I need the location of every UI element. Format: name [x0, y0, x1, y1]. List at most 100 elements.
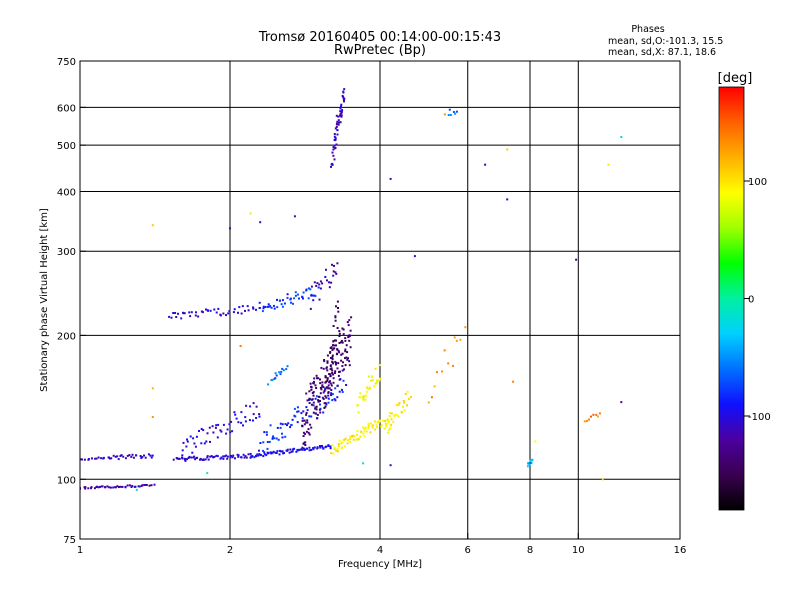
- echo-point: [329, 380, 331, 383]
- echo-point: [337, 450, 339, 453]
- echo-point: [135, 488, 138, 491]
- x-tick-label: 6: [465, 545, 471, 556]
- echo-point: [452, 364, 454, 367]
- echo-point: [174, 312, 177, 314]
- echo-point: [449, 114, 452, 116]
- echo-point: [348, 339, 351, 342]
- echo-point: [351, 434, 354, 437]
- echo-point: [197, 315, 200, 318]
- echo-point: [607, 163, 610, 166]
- echo-point: [120, 454, 123, 457]
- echo-point: [124, 485, 127, 488]
- echo-point: [190, 311, 193, 314]
- echo-point: [259, 453, 262, 456]
- echo-point: [339, 113, 342, 116]
- echo-point: [227, 312, 230, 315]
- phase-stats-o-mode: mean, sd,O:-101.3, 15.5: [608, 36, 723, 47]
- echo-point: [303, 419, 306, 422]
- echo-point: [376, 421, 379, 423]
- echo-point: [335, 449, 338, 452]
- echo-point: [335, 363, 337, 366]
- echo-point: [526, 465, 529, 468]
- echo-point: [330, 367, 333, 370]
- x-tick-label: 10: [572, 545, 585, 556]
- echo-point: [375, 424, 378, 427]
- echo-point: [84, 487, 87, 490]
- echo-point: [447, 114, 450, 116]
- echo-point: [332, 340, 335, 343]
- echo-point: [110, 457, 113, 460]
- echo-point: [335, 344, 337, 347]
- echo-point: [271, 378, 274, 381]
- echo-point: [320, 388, 323, 391]
- echo-point: [344, 337, 347, 340]
- echo-point: [223, 455, 226, 458]
- echo-point: [106, 485, 109, 488]
- echo-point: [406, 390, 409, 393]
- echo-point: [128, 484, 131, 487]
- echo-point: [339, 121, 342, 124]
- echo-point: [347, 439, 350, 441]
- echo-point: [332, 344, 334, 347]
- phase-stats-x-mode: mean, sd,X: 87.1, 18.6: [608, 47, 716, 58]
- echo-point: [141, 456, 144, 459]
- echo-point: [204, 458, 207, 461]
- echo-point: [389, 427, 392, 430]
- echo-point: [291, 448, 294, 451]
- echo-point: [259, 442, 262, 444]
- echo-point: [189, 435, 192, 438]
- echo-point: [209, 309, 212, 312]
- axis-ticks: 1 2 4 6 8 10 16 75 100 200 300 400 500 600 750: [57, 57, 686, 556]
- echo-point: [87, 458, 90, 460]
- echo-point: [341, 341, 344, 344]
- echo-point: [353, 435, 356, 438]
- echo-point: [385, 425, 387, 428]
- echo-point: [322, 367, 325, 370]
- echo-point: [309, 307, 312, 310]
- echo-point: [205, 440, 208, 443]
- echo-point: [350, 316, 353, 319]
- echo-point: [349, 346, 352, 349]
- echo-point: [230, 420, 233, 423]
- echo-point: [319, 411, 322, 414]
- echo-point: [108, 486, 111, 489]
- echo-point: [303, 423, 306, 426]
- echo-point: [332, 362, 335, 365]
- echo-point: [365, 394, 368, 397]
- echo-point: [369, 422, 372, 425]
- echo-point: [143, 454, 145, 457]
- echo-point: [122, 455, 125, 458]
- echo-point: [200, 428, 203, 430]
- echo-point: [213, 308, 216, 311]
- echo-point: [326, 378, 329, 381]
- echo-point: [336, 122, 339, 125]
- echo-point: [230, 454, 233, 457]
- echo-point: [101, 485, 104, 488]
- echo-point: [219, 457, 222, 460]
- echo-point: [575, 258, 578, 261]
- echo-point: [237, 311, 239, 314]
- echo-point: [126, 484, 129, 487]
- echo-point: [183, 312, 186, 315]
- echo-point: [284, 435, 287, 438]
- echo-point: [447, 362, 450, 365]
- echo-point: [321, 282, 324, 285]
- echo-point: [149, 454, 152, 457]
- echo-point: [225, 314, 227, 317]
- echo-point: [318, 298, 321, 301]
- echo-point: [280, 303, 283, 306]
- echo-point: [302, 435, 305, 437]
- echo-point: [363, 427, 366, 430]
- echo-point: [242, 453, 245, 456]
- echo-point: [307, 431, 310, 434]
- echo-point: [262, 305, 265, 308]
- echo-point: [363, 435, 366, 438]
- echo-point: [398, 402, 401, 405]
- echo-point: [331, 399, 334, 402]
- echo-point: [151, 416, 154, 418]
- echo-point: [310, 294, 313, 297]
- echo-point: [408, 397, 410, 400]
- echo-point: [340, 353, 343, 356]
- echo-point: [215, 454, 218, 457]
- echo-point: [184, 459, 187, 462]
